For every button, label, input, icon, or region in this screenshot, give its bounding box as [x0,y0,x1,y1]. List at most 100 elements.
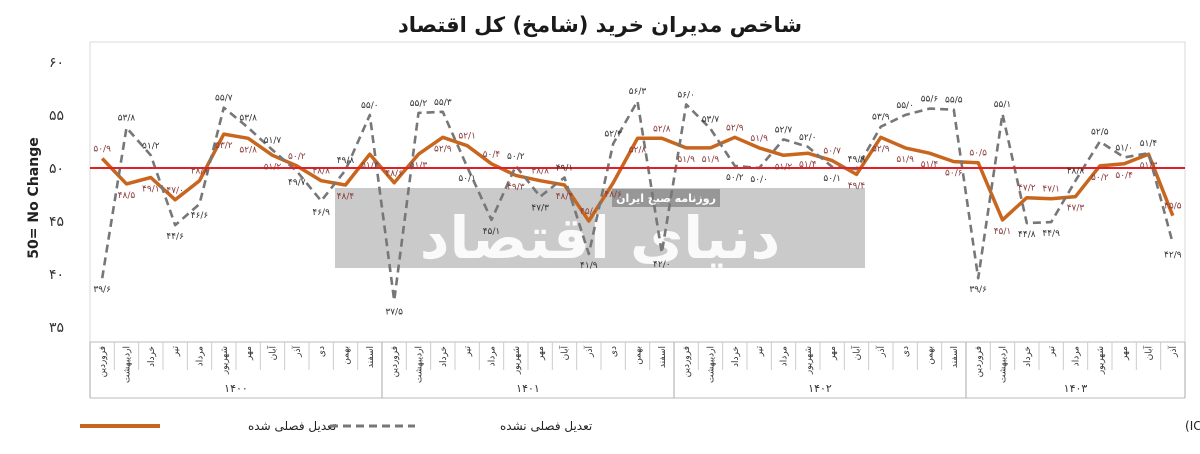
data-label-not-adjusted: ۵۵/۳ [434,98,452,108]
data-label-adjusted: ۵۰/۷ [823,147,841,157]
year-tick-label: ۱۴۰۰ [224,382,248,395]
data-label-not-adjusted: ۵۱/۲ [142,141,160,151]
month-tick-label: بهمن [342,346,352,365]
data-label-adjusted: ۵۰/۴ [1115,171,1133,181]
month-tick-label: بهمن [634,346,644,365]
data-label-adjusted: ۵۱/۲ [264,162,282,172]
month-tick-label: مهر [536,346,546,361]
data-label-not-adjusted: ۵۵/۷ [215,94,233,104]
data-label-not-adjusted: ۵۱/۴ [1140,139,1158,149]
chart-title: شاخص مدیران خرید (شامخ) کل اقتصاد [398,13,802,37]
data-label-not-adjusted: ۴۱/۹ [580,261,598,271]
data-labels: ۵۰/۹ ۳۹/۶ ۴۸/۵ ۵۳/۸ ۴۹/۱ ۵۱/۲ ۴۷/۰ ۴۴/۶ ۴۸/۸ ۴۶/۶… [93,87,1181,317]
month-tick-label: تیر [171,346,181,358]
month-tick-label: آذر [291,346,303,358]
data-label-adjusted: ۴۸/۵ [118,191,136,201]
data-label-adjusted: ۴۷/۲ [1018,184,1036,194]
month-tick-label: مهر [1120,346,1130,361]
data-label-not-adjusted: ۵۰/۲ [507,152,525,162]
data-label-adjusted: ۵۳/۲ [215,141,233,151]
y-tick-label: ۴۰ [49,267,64,283]
month-tick-label: دی [901,346,911,357]
month-tick-label: اردیبهشت [415,346,425,383]
month-tick-label: آبان [267,346,279,361]
month-tick-label: تیر [1047,346,1057,358]
y-tick-label: ۳۵ [49,320,64,336]
month-tick-label: تیر [463,346,473,358]
month-tick-label: آذر [583,346,595,358]
data-label-not-adjusted: ۵۲/۷ [775,125,793,135]
month-tick-label: مرداد [780,346,790,366]
data-label-not-adjusted: ۵۰/۱ [458,174,476,184]
data-label-not-adjusted: ۵۵/۱ [994,100,1012,110]
month-tick-label: مرداد [488,346,498,366]
data-label-not-adjusted: ۴۴/۹ [1042,229,1060,239]
month-tick-label: فروردین [98,346,108,377]
data-label-adjusted: ۴۹/۱ [142,185,160,195]
month-tick-label: تیر [755,346,765,358]
watermark-logo: دنیای اقتصاد [420,204,781,272]
month-tick-label: خرداد [147,346,157,367]
data-label-adjusted: ۴۷/۰ [166,186,184,196]
data-label-adjusted: ۵۱/۳ [361,161,379,171]
data-label-adjusted: ۴۸/۶ [604,190,622,200]
data-label-not-adjusted: ۵۲/۵ [1091,128,1109,138]
data-label-adjusted: ۵۱/۴ [921,160,939,170]
data-label-adjusted: ۵۱/۴ [799,160,817,170]
month-tick-label: آذر [1167,346,1179,358]
data-label-adjusted: ۵۱/۹ [750,134,768,144]
y-tick-label: ۵۵ [49,108,64,124]
month-tick-label: خرداد [439,346,449,367]
data-label-not-adjusted: ۵۰/۲ [726,173,744,183]
data-label-not-adjusted: ۴۲/۹ [1164,250,1182,260]
year-tick-label: ۱۴۰۲ [808,382,832,395]
data-label-adjusted: ۵۱/۲ [775,162,793,172]
y-tick-labels: ۶۰ ۵۵ ۵۰ ۴۵ ۴۰ ۳۵ [49,55,64,336]
month-tick-label: دی [609,346,619,357]
series-line-not-adjusted [100,99,1175,302]
month-tick-label: مرداد [196,346,206,366]
data-label-adjusted: ۵۰/۶ [945,169,963,179]
month-tick-label: آبان [559,346,571,361]
data-label-adjusted: ۴۸/۸ [312,167,330,177]
month-tick-label: آبان [1143,346,1155,361]
data-label-not-adjusted: ۴۴/۸ [1018,230,1036,240]
month-tick-label: فروردین [682,346,692,377]
data-label-adjusted: ۵۲/۸ [239,145,257,155]
data-label-not-adjusted: ۳۷/۵ [385,308,403,318]
data-label-not-adjusted: ۵۰/۱ [823,174,841,184]
data-label-adjusted: ۵۲/۸ [653,124,671,134]
data-label-adjusted: ۵۲/۱ [458,132,476,142]
month-tick-label: اسفند [950,346,960,368]
data-label-adjusted: ۵۲/۹ [872,144,890,154]
month-tick-label: اسفند [658,346,668,368]
data-label-not-adjusted: ۳۹/۶ [93,285,111,295]
data-label-adjusted: ۵۲/۹ [726,123,744,133]
data-label-not-adjusted: ۴۹/۷ [288,178,306,188]
data-label-adjusted: ۴۸/۴ [556,192,574,202]
data-label-not-adjusted: ۵۶/۳ [629,87,647,97]
data-label-not-adjusted: ۵۲/۳ [604,130,622,140]
category-axis: فروردین اردیبهشت خرداد تیر مرداد شهریور مهر آبا… [89,341,1186,399]
series-line-seasonally-adjusted [100,132,1175,223]
month-tick-label: مهر [244,346,254,361]
data-label-adjusted: ۴۵/۰ [580,207,598,217]
month-tick-label: شهریور [220,346,230,375]
data-label-adjusted: ۴۷/۱ [1042,185,1060,195]
data-label-adjusted: ۴۸/۶ [385,169,403,179]
y-tick-label: ۶۰ [49,55,64,71]
data-label-not-adjusted: ۴۵/۱ [483,227,501,237]
month-tick-label: فروردین [390,346,400,377]
month-tick-label: شهریور [804,346,814,375]
data-label-adjusted: ۵۲/۹ [434,144,452,154]
year-tick-label: ۱۴۰۱ [516,382,540,395]
data-label-adjusted: ۵۱/۳ [410,161,428,171]
series-lines [100,99,1175,302]
data-label-not-adjusted: ۵۱/۰ [1115,143,1133,153]
data-label-adjusted: ۴۸/۸ [531,167,549,177]
data-label-not-adjusted: ۴۹/۹ [848,155,866,165]
data-label-not-adjusted: ۴۹/۱ [556,164,574,174]
month-tick-label: فروردین [974,346,984,377]
data-label-not-adjusted: ۴۹/۸ [337,156,355,166]
data-label-adjusted: ۴۷/۳ [1067,204,1085,214]
